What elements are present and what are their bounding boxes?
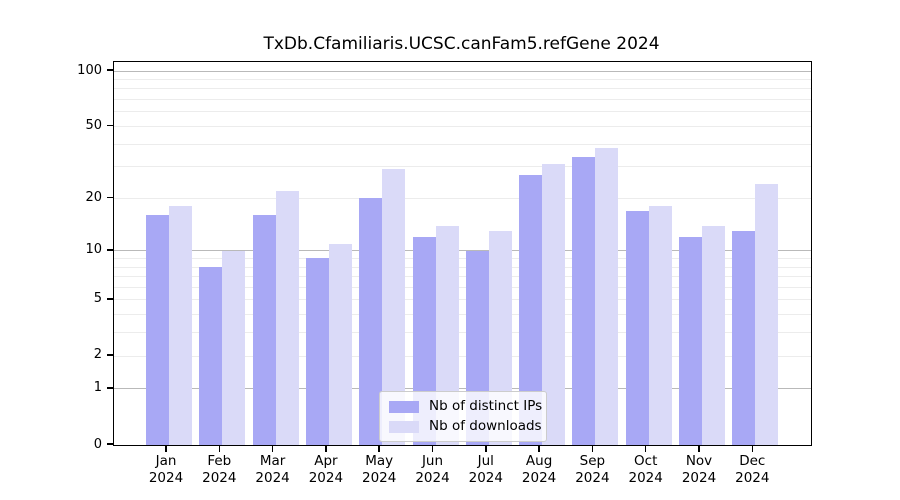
- y-tick-label-1: 1: [93, 380, 102, 396]
- plot-area: [113, 61, 812, 446]
- y-tick-label-10: 10: [85, 242, 102, 258]
- y-tick-0: [107, 443, 113, 445]
- bar-distinct-ips-apr: [305, 258, 329, 445]
- gridline-minor: [114, 111, 811, 113]
- x-tick-mar: [271, 445, 274, 452]
- gridline-minor: [114, 143, 811, 145]
- y-tick-100: [107, 69, 113, 71]
- x-tick-jan: [165, 445, 167, 452]
- legend-swatch-distinct-ips: [389, 400, 419, 413]
- legend-row-distinct-ips: Nb of distinct IPs: [389, 399, 542, 414]
- bar-distinct-ips-oct: [625, 210, 649, 445]
- y-tick-label-2: 2: [93, 347, 102, 363]
- gridline-minor: [114, 88, 811, 90]
- x-tick-label-may: May 2024: [362, 453, 397, 486]
- bar-distinct-ips-dec: [732, 231, 756, 445]
- x-tick-label-apr: Apr 2024: [308, 453, 344, 486]
- x-tick-sep: [591, 445, 594, 452]
- x-tick-feb: [218, 445, 221, 452]
- bar-downloads-may: [382, 169, 406, 445]
- bar-distinct-ips-may: [359, 198, 383, 445]
- gridline-minor: [114, 79, 811, 81]
- bar-downloads-aug: [542, 164, 566, 445]
- x-tick-label-aug: Aug 2024: [521, 453, 557, 486]
- y-tick-1: [107, 387, 113, 389]
- bar-distinct-ips-jan: [146, 215, 169, 445]
- gridline-major: [114, 70, 811, 72]
- gridline-minor: [114, 299, 811, 301]
- gridline-minor: [114, 286, 811, 288]
- bar-downloads-jan: [169, 206, 192, 445]
- y-tick-5: [107, 298, 113, 300]
- y-tick-label-20: 20: [85, 189, 102, 205]
- x-tick-label-sep: Sep 2024: [575, 453, 610, 486]
- gridline-minor: [114, 332, 811, 334]
- bar-downloads-nov: [702, 225, 725, 445]
- x-tick-label-feb: Feb 2024: [202, 453, 237, 486]
- chart-title: TxDb.Cfamiliaris.UCSC.canFam5.refGene 20…: [263, 34, 660, 54]
- y-tick-50: [107, 124, 113, 127]
- x-tick-jul: [485, 445, 487, 452]
- gridline-minor: [114, 314, 811, 316]
- bar-distinct-ips-sep: [572, 156, 596, 445]
- y-tick-label-50: 50: [85, 117, 102, 133]
- bar-downloads-mar: [275, 190, 299, 445]
- y-tick-label-5: 5: [93, 291, 102, 307]
- gridline-minor: [114, 257, 811, 259]
- x-tick-label-jul: Jul 2024: [468, 453, 503, 486]
- legend: Nb of distinct IPs Nb of downloads: [379, 391, 547, 442]
- x-tick-jun: [431, 445, 434, 452]
- gridline-major: [114, 250, 811, 252]
- gridline-minor: [114, 197, 811, 199]
- gridline-major: [114, 388, 811, 390]
- x-tick-label-oct: Oct 2024: [628, 453, 663, 486]
- bar-distinct-ips-feb: [199, 267, 223, 445]
- x-tick-nov: [698, 445, 700, 452]
- x-tick-dec: [751, 445, 754, 452]
- legend-row-downloads: Nb of downloads: [389, 419, 542, 434]
- x-tick-may: [378, 445, 380, 452]
- gridline-minor: [114, 276, 811, 278]
- gridline-minor: [114, 166, 811, 168]
- bar-downloads-apr: [328, 243, 352, 445]
- legend-swatch-downloads: [389, 420, 419, 433]
- x-tick-label-nov: Nov 2024: [681, 453, 717, 486]
- gridline-minor: [114, 125, 811, 127]
- bar-distinct-ips-mar: [252, 215, 276, 445]
- bar-distinct-ips-nov: [679, 237, 702, 445]
- x-tick-label-jun: Jun 2024: [415, 453, 450, 486]
- gridline-minor: [114, 266, 811, 268]
- bar-downloads-oct: [648, 206, 672, 445]
- x-tick-label-mar: Mar 2024: [255, 453, 290, 486]
- bar-downloads-dec: [755, 184, 779, 445]
- y-tick-label-0: 0: [93, 436, 102, 452]
- bar-distinct-ips-aug: [519, 175, 543, 445]
- bar-downloads-feb: [222, 250, 246, 445]
- bar-downloads-sep: [595, 148, 619, 445]
- x-tick-aug: [538, 445, 540, 452]
- x-tick-apr: [325, 445, 327, 452]
- bar-downloads-jun: [435, 225, 459, 445]
- x-tick-oct: [644, 445, 647, 452]
- legend-label-downloads: Nb of downloads: [429, 418, 542, 434]
- legend-label-distinct-ips: Nb of distinct IPs: [429, 398, 543, 414]
- x-tick-label-jan: Jan 2024: [148, 453, 184, 486]
- y-tick-10: [107, 248, 113, 251]
- y-tick-label-100: 100: [77, 62, 102, 78]
- gridline-minor: [114, 99, 811, 101]
- x-tick-label-dec: Dec 2024: [735, 453, 770, 486]
- y-tick-2: [107, 354, 113, 356]
- gridline-minor: [114, 355, 811, 357]
- y-tick-20: [107, 196, 113, 199]
